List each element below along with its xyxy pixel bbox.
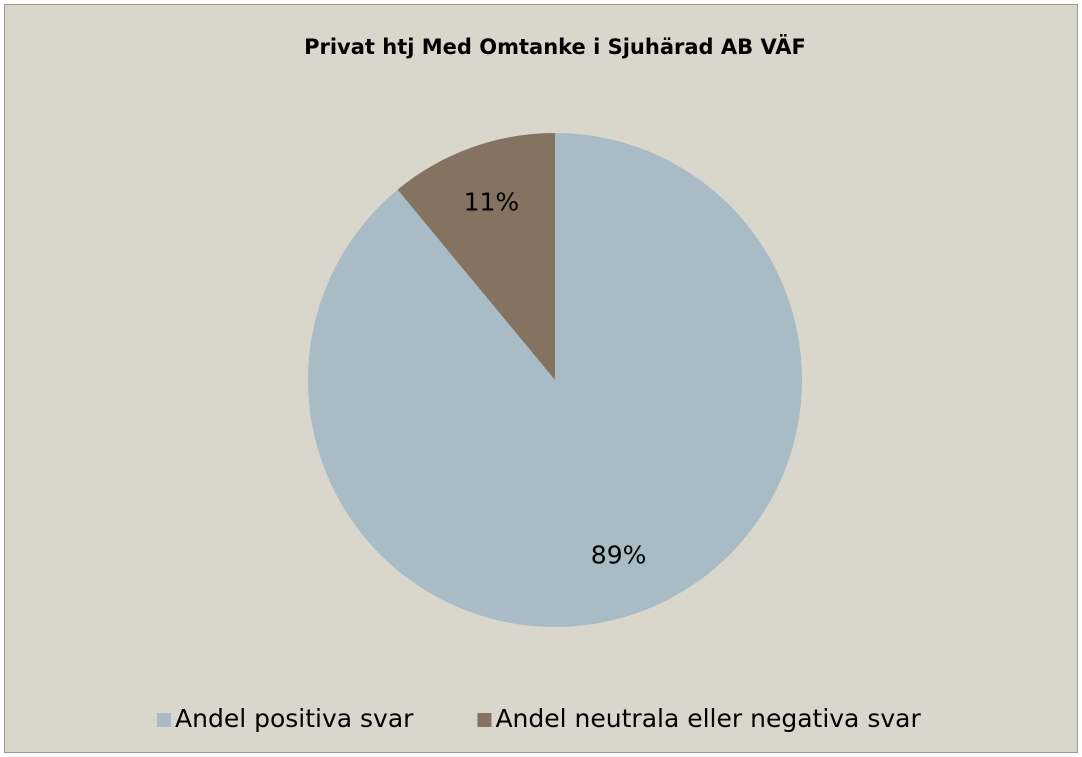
pie-slice bbox=[307, 133, 802, 628]
legend-label: Andel positiva svar bbox=[175, 704, 414, 733]
legend-label: Andel neutrala eller negativa svar bbox=[495, 704, 921, 733]
chart-title: Privat htj Med Omtanke i Sjuhärad AB VÄF bbox=[304, 34, 806, 59]
pie-slice bbox=[397, 133, 555, 380]
data-label: 89% bbox=[591, 541, 647, 570]
legend-swatch bbox=[477, 713, 492, 727]
legend-swatch bbox=[157, 713, 171, 727]
data-label: 11% bbox=[464, 187, 520, 216]
